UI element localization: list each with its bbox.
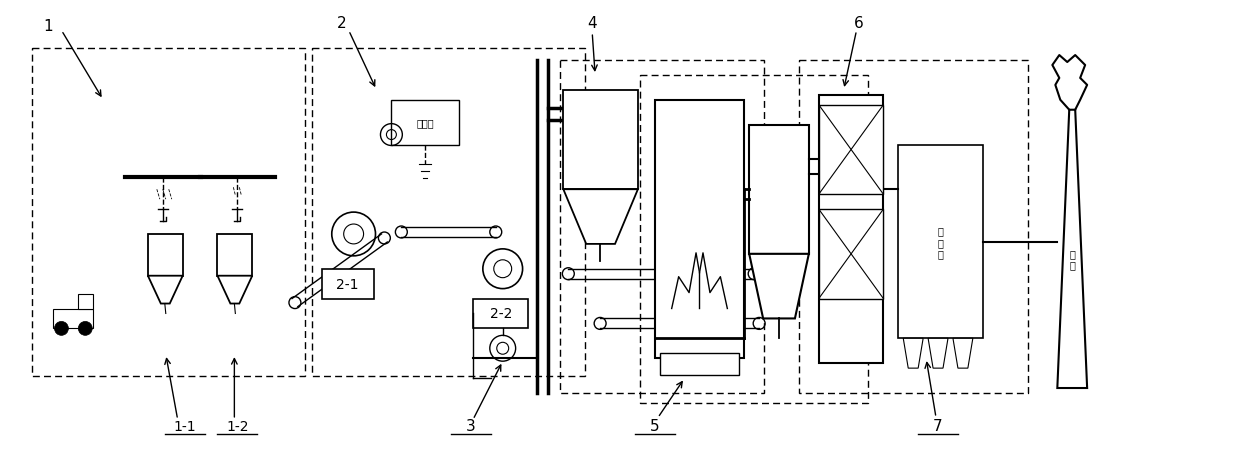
Bar (818, 106, 883, 195)
Bar (640, 76, 868, 403)
Polygon shape (928, 339, 949, 369)
Bar (217, 234, 252, 276)
Bar (898, 145, 983, 339)
Polygon shape (749, 254, 808, 319)
Bar (799, 61, 1028, 393)
Bar (818, 96, 883, 364)
Text: 烟
囱: 烟 囱 (1069, 248, 1075, 270)
Text: 4: 4 (588, 16, 596, 30)
Bar (560, 61, 764, 393)
Text: 3: 3 (466, 418, 476, 433)
Circle shape (55, 322, 68, 336)
Bar (660, 354, 739, 375)
Bar (655, 101, 744, 359)
Polygon shape (903, 339, 923, 369)
Text: 1: 1 (43, 19, 53, 34)
Polygon shape (563, 190, 637, 244)
Bar (818, 210, 883, 299)
Bar (322, 269, 373, 299)
Bar (312, 49, 585, 376)
Text: 6: 6 (853, 16, 863, 30)
Bar (53, 309, 93, 329)
Polygon shape (954, 339, 973, 369)
Bar (148, 234, 182, 276)
Bar (563, 91, 637, 190)
Polygon shape (148, 276, 182, 304)
Text: 干燥机: 干燥机 (417, 118, 434, 128)
Bar (749, 125, 808, 254)
Polygon shape (1058, 111, 1087, 388)
Text: 1-2: 1-2 (226, 419, 248, 433)
Text: 5: 5 (650, 418, 660, 433)
Circle shape (78, 322, 92, 336)
Text: 降
尘
器: 降 尘 器 (937, 226, 942, 259)
Polygon shape (217, 276, 252, 304)
Text: 2-2: 2-2 (490, 307, 512, 321)
Text: 7: 7 (934, 418, 942, 433)
Text: 2-1: 2-1 (336, 277, 358, 291)
Text: 1-1: 1-1 (174, 419, 196, 433)
Bar (472, 299, 527, 329)
Bar (31, 49, 305, 376)
Bar (392, 101, 459, 145)
Bar (78, 294, 93, 309)
Text: 2: 2 (337, 16, 346, 30)
